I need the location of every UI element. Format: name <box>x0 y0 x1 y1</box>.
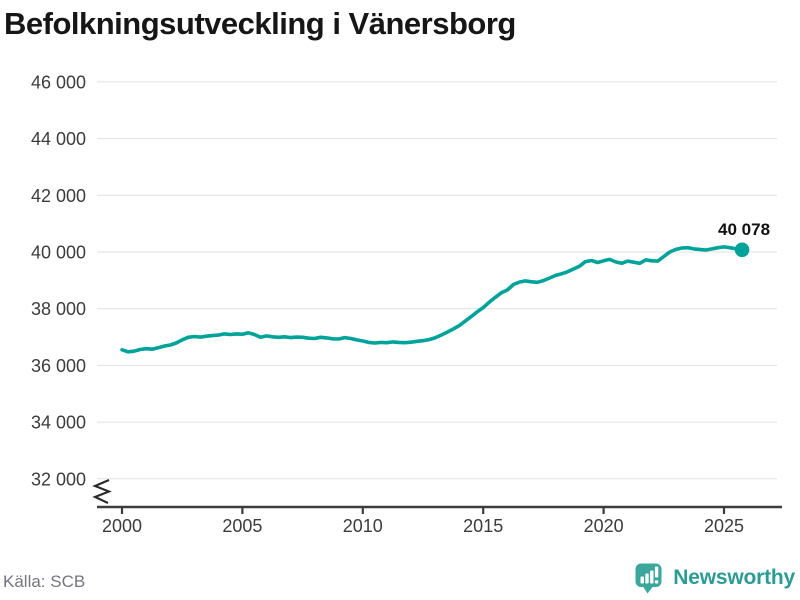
newsworthy-wordmark: Newsworthy <box>673 566 795 589</box>
chart-title: Befolkningsutveckling i Vänersborg <box>4 6 516 41</box>
x-tick-label: 2020 <box>584 516 624 536</box>
y-tick-label: 32 000 <box>31 469 86 489</box>
y-tick-label: 42 000 <box>31 186 86 206</box>
newsworthy-logo[interactable]: Newsworthy <box>634 559 795 597</box>
axis-break-icon <box>92 479 112 504</box>
population-line <box>120 245 744 354</box>
newsworthy-chart-bubble-icon <box>635 563 662 593</box>
x-tick-label: 2015 <box>463 516 503 536</box>
x-tick-label: 2000 <box>102 516 142 536</box>
y-tick-label: 44 000 <box>31 129 86 149</box>
y-tick-label: 46 000 <box>31 72 86 92</box>
x-tick-label: 2005 <box>222 516 262 536</box>
y-tick-label: 38 000 <box>31 299 86 319</box>
chart-svg: 46 000 44 000 42 000 40 000 38 000 36 000 34 0… <box>31 72 782 536</box>
latest-value-label: 40 078 <box>718 220 770 239</box>
y-tick-label: 36 000 <box>31 356 86 376</box>
latest-point-marker <box>734 242 750 258</box>
x-tick-label: 2025 <box>704 516 744 536</box>
source-attribution: Källa: SCB <box>3 572 86 591</box>
y-tick-label: 34 000 <box>31 413 86 433</box>
y-tick-label: 40 000 <box>31 243 86 263</box>
x-tick-label: 2010 <box>343 516 383 536</box>
